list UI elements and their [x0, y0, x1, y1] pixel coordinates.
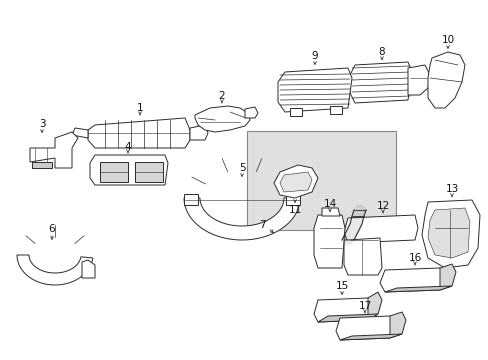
Polygon shape [427, 52, 464, 108]
Polygon shape [72, 128, 88, 138]
Polygon shape [183, 194, 198, 205]
Polygon shape [313, 215, 345, 268]
Polygon shape [343, 215, 417, 243]
Polygon shape [88, 118, 190, 148]
Bar [246, 131, 395, 230]
Polygon shape [313, 298, 371, 322]
Text: 1: 1 [137, 103, 143, 113]
Text: 12: 12 [376, 201, 389, 211]
Text: 3: 3 [39, 119, 45, 129]
Text: 4: 4 [124, 142, 131, 152]
Polygon shape [329, 106, 341, 114]
Polygon shape [30, 132, 78, 168]
Text: 8: 8 [378, 47, 385, 57]
Text: 2: 2 [218, 91, 225, 101]
Polygon shape [278, 68, 351, 112]
Polygon shape [317, 314, 377, 322]
Polygon shape [289, 108, 302, 116]
Polygon shape [421, 200, 479, 268]
Text: 15: 15 [335, 281, 348, 291]
Polygon shape [183, 198, 299, 240]
Polygon shape [439, 264, 455, 290]
Polygon shape [280, 172, 311, 192]
Polygon shape [321, 208, 339, 216]
Polygon shape [339, 334, 401, 340]
Polygon shape [427, 208, 469, 258]
Text: 10: 10 [441, 35, 454, 45]
Polygon shape [90, 155, 168, 185]
Text: 11: 11 [288, 205, 301, 215]
Polygon shape [32, 162, 52, 168]
Polygon shape [82, 260, 95, 278]
Polygon shape [100, 162, 128, 182]
Polygon shape [343, 238, 381, 275]
Polygon shape [407, 65, 429, 95]
Text: 6: 6 [49, 224, 55, 234]
Polygon shape [285, 194, 299, 205]
Text: 14: 14 [323, 199, 336, 209]
Polygon shape [379, 268, 443, 292]
Polygon shape [190, 125, 207, 140]
Text: 5: 5 [238, 163, 245, 173]
Polygon shape [367, 292, 381, 320]
Polygon shape [349, 62, 411, 103]
Text: 9: 9 [311, 51, 318, 61]
Polygon shape [17, 255, 93, 285]
Polygon shape [335, 316, 393, 340]
Polygon shape [389, 312, 405, 338]
Polygon shape [384, 286, 451, 292]
Text: 17: 17 [358, 301, 371, 311]
Text: 7: 7 [258, 220, 265, 230]
Polygon shape [195, 106, 249, 132]
Text: 16: 16 [407, 253, 421, 263]
Polygon shape [135, 162, 163, 182]
Text: 13: 13 [445, 184, 458, 194]
Polygon shape [244, 107, 258, 118]
Polygon shape [273, 165, 317, 198]
